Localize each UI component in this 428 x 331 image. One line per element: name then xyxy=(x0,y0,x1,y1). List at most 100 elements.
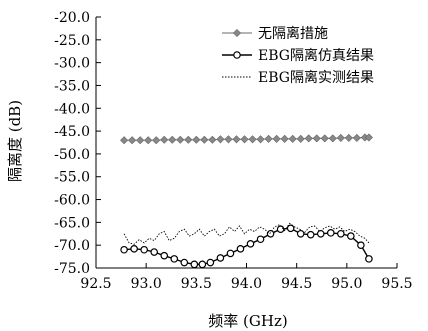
data-point xyxy=(160,135,169,144)
data-point xyxy=(296,134,305,143)
y-tick-label: -55.0 xyxy=(54,170,90,186)
data-point xyxy=(280,134,289,143)
legend-item-3: EBG隔离实测结果 xyxy=(222,69,374,86)
x-tick: 92.5 xyxy=(80,276,111,292)
y-tick: -55.0 xyxy=(54,170,90,186)
data-point xyxy=(176,135,185,144)
data-point xyxy=(160,251,169,260)
data-point xyxy=(226,249,235,258)
data-point xyxy=(224,135,233,144)
data-point xyxy=(364,133,373,142)
data-point xyxy=(120,245,128,254)
data-point xyxy=(120,136,129,145)
x-tick-label: 95.0 xyxy=(331,276,362,292)
data-point xyxy=(208,135,217,144)
data-point xyxy=(170,255,179,263)
data-point xyxy=(336,133,345,142)
legend-swatch-marker xyxy=(233,51,241,59)
data-point xyxy=(316,229,325,238)
data-point xyxy=(246,240,255,248)
series-line xyxy=(123,222,370,245)
y-tick: -70.0 xyxy=(54,238,90,254)
x-tick-label: 92.5 xyxy=(80,276,111,292)
data-point xyxy=(192,135,201,144)
data-point xyxy=(150,248,158,256)
legend-label: EBG隔离仿真结果 xyxy=(258,47,374,64)
data-point xyxy=(276,225,285,234)
y-tick-label: -30.0 xyxy=(54,56,90,72)
x-tick: 94.0 xyxy=(231,276,262,292)
y-tick: -45.0 xyxy=(54,124,90,140)
data-point xyxy=(256,235,265,244)
data-point xyxy=(328,134,337,143)
data-point xyxy=(206,258,215,267)
legend-item-2: EBG隔离仿真结果 xyxy=(222,47,374,64)
y-tick-label: -65.0 xyxy=(54,215,90,231)
y-tick: -50.0 xyxy=(54,147,90,163)
data-point xyxy=(236,245,245,253)
data-point xyxy=(347,232,355,240)
x-tick: 93.5 xyxy=(181,276,212,292)
x-tick-label: 94.5 xyxy=(281,276,312,292)
x-tick-label: 93.0 xyxy=(131,276,162,292)
data-point xyxy=(152,136,161,145)
data-point xyxy=(312,134,321,143)
data-point xyxy=(136,136,145,145)
data-point xyxy=(326,229,335,237)
y-tick: -35.0 xyxy=(54,78,90,94)
y-tick-label: -75.0 xyxy=(54,261,90,277)
data-point xyxy=(216,254,225,262)
data-point xyxy=(140,245,148,254)
data-point xyxy=(320,134,329,143)
y-tick-label: -50.0 xyxy=(54,147,90,163)
legend-swatch-marker xyxy=(232,28,242,38)
data-point xyxy=(306,230,315,239)
data-point xyxy=(184,135,193,144)
data-point xyxy=(352,133,361,142)
y-tick-label: -60.0 xyxy=(54,193,90,209)
y-tick-label: -45.0 xyxy=(54,124,90,140)
data-point xyxy=(240,135,249,144)
x-tick: 94.5 xyxy=(281,276,312,292)
y-tick: -75.0 xyxy=(54,261,90,277)
data-point xyxy=(272,134,281,143)
series-3 xyxy=(123,222,370,245)
data-point xyxy=(286,224,295,233)
data-point xyxy=(232,135,241,144)
x-axis-label: 频率 (GHz) xyxy=(208,312,287,330)
data-point xyxy=(190,260,199,269)
data-point xyxy=(264,134,273,143)
data-point xyxy=(344,133,353,142)
legend: 无隔离措施 EBG隔离仿真结果 EBG隔离实测结果 xyxy=(222,25,374,86)
data-point xyxy=(337,229,345,238)
data-point xyxy=(180,258,189,267)
y-axis-label: 隔离度 (dB) xyxy=(6,100,24,182)
y-tick: -25.0 xyxy=(54,33,90,49)
x-tick-label: 95.5 xyxy=(381,276,412,292)
data-point xyxy=(144,136,153,145)
data-point xyxy=(296,229,305,238)
y-tick-label: -70.0 xyxy=(54,238,90,254)
data-point xyxy=(256,135,265,144)
y-tick-label: -25.0 xyxy=(54,33,90,49)
legend-item-1: 无隔离措施 xyxy=(222,25,328,42)
x-tick-label: 94.0 xyxy=(231,276,262,292)
y-tick-label: -35.0 xyxy=(54,78,90,94)
data-point xyxy=(128,136,137,145)
data-point xyxy=(130,245,138,253)
y-tick: -40.0 xyxy=(54,101,90,117)
legend-label: 无隔离措施 xyxy=(258,25,328,42)
data-point xyxy=(266,229,275,238)
series-1 xyxy=(120,133,373,145)
y-axis-ticks: -20.0 -25.0 -30.0 -35.0 -40.0 -45.0 -50.0 -55.0… xyxy=(54,10,101,277)
x-tick-label: 93.5 xyxy=(181,276,212,292)
legend-label: EBG隔离实测结果 xyxy=(258,69,374,86)
y-tick: -30.0 xyxy=(54,56,90,72)
data-point xyxy=(200,135,209,144)
x-tick: 95.0 xyxy=(331,276,362,292)
y-tick-label: -40.0 xyxy=(54,101,90,117)
x-axis-ticks: 92.5 93.0 93.5 94.0 94.5 95.0 95.5 xyxy=(80,263,413,292)
y-tick: -20.0 xyxy=(54,10,90,26)
y-tick-label: -20.0 xyxy=(54,10,90,26)
